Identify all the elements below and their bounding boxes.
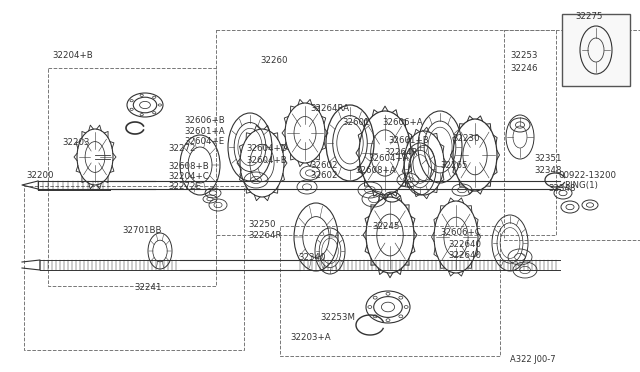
Text: 32246: 32246 — [510, 64, 538, 73]
Text: RING(1): RING(1) — [564, 180, 598, 189]
Text: 32604+D: 32604+D — [246, 144, 287, 153]
Text: 32204+C: 32204+C — [168, 171, 209, 180]
Text: 32265: 32265 — [440, 160, 467, 170]
Text: 32608+A: 32608+A — [355, 166, 396, 174]
Bar — [562, 14, 630, 86]
Text: 32606+B: 32606+B — [184, 115, 225, 125]
Text: 32351: 32351 — [534, 154, 561, 163]
Text: 32606+C: 32606+C — [440, 228, 481, 237]
Text: 32230: 32230 — [452, 134, 479, 142]
Text: 32604+A: 32604+A — [368, 154, 408, 163]
Text: 32601+B: 32601+B — [388, 135, 429, 144]
Text: 32241: 32241 — [134, 283, 161, 292]
Text: 32348: 32348 — [534, 166, 561, 174]
Text: 32601: 32601 — [342, 118, 369, 126]
Text: 32253M: 32253M — [320, 314, 355, 323]
Bar — [280, 226, 500, 356]
Bar — [504, 30, 640, 240]
Text: 32602: 32602 — [310, 160, 337, 170]
Text: 322640: 322640 — [448, 240, 481, 248]
Text: 322640: 322640 — [448, 251, 481, 260]
Text: 32701BB: 32701BB — [122, 225, 161, 234]
Text: 32604+B: 32604+B — [246, 155, 287, 164]
Text: 32200: 32200 — [26, 170, 54, 180]
Text: 32245: 32245 — [372, 221, 399, 231]
Bar — [48, 68, 216, 286]
Text: 32203: 32203 — [62, 138, 90, 147]
Text: 32260: 32260 — [260, 55, 287, 64]
Text: 32250: 32250 — [248, 219, 275, 228]
Bar — [216, 30, 556, 235]
Text: 32606+A: 32606+A — [382, 118, 422, 126]
Text: 32264R: 32264R — [384, 148, 417, 157]
Text: 32275: 32275 — [575, 12, 602, 20]
Text: 32604+E: 32604+E — [184, 137, 224, 145]
Text: 00922-13200: 00922-13200 — [558, 170, 616, 180]
Text: 32601+A: 32601+A — [184, 126, 225, 135]
Text: 32204+B: 32204+B — [52, 51, 93, 60]
Text: 32203+A: 32203+A — [290, 334, 331, 343]
Text: 32272: 32272 — [168, 144, 195, 153]
Text: 32264R: 32264R — [248, 231, 282, 240]
Text: 32272E: 32272E — [168, 182, 201, 190]
Text: A322 J00-7: A322 J00-7 — [510, 356, 556, 365]
Text: 32602: 32602 — [310, 170, 337, 180]
Text: 32253: 32253 — [510, 51, 538, 60]
Bar — [24, 186, 244, 350]
Text: 32608+B: 32608+B — [168, 161, 209, 170]
Text: 32348: 32348 — [548, 183, 575, 192]
Text: 32264RA: 32264RA — [310, 103, 349, 112]
Text: 32340: 32340 — [298, 253, 326, 263]
